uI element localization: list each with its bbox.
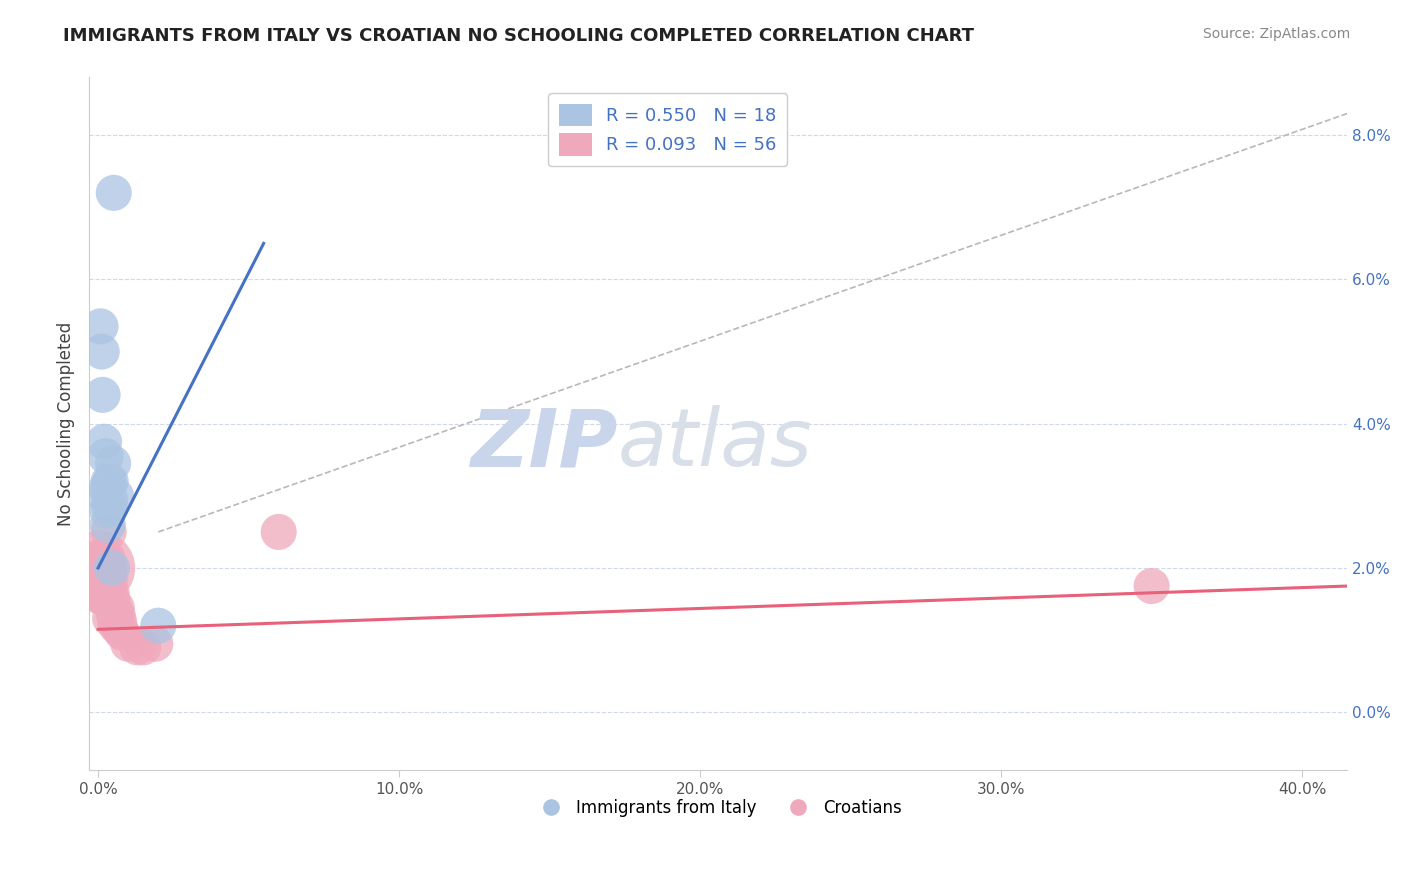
Point	[93, 489, 115, 503]
Point	[96, 582, 118, 597]
Text: Source: ZipAtlas.com: Source: ZipAtlas.com	[1202, 27, 1350, 41]
Point	[89, 550, 111, 565]
Point	[94, 449, 117, 463]
Point	[108, 615, 131, 629]
Point	[90, 344, 112, 359]
Point	[91, 590, 114, 604]
Point	[90, 582, 112, 597]
Point	[101, 457, 124, 471]
Point	[1140, 579, 1163, 593]
Point	[96, 503, 118, 517]
Point	[105, 600, 128, 615]
Point	[89, 561, 111, 575]
Point	[90, 590, 112, 604]
Point	[117, 637, 139, 651]
Point	[89, 575, 111, 590]
Point	[94, 565, 117, 579]
Point	[143, 637, 166, 651]
Point	[91, 561, 114, 575]
Point	[90, 558, 112, 572]
Point	[105, 618, 128, 632]
Point	[89, 579, 111, 593]
Text: IMMIGRANTS FROM ITALY VS CROATIAN NO SCHOOLING COMPLETED CORRELATION CHART: IMMIGRANTS FROM ITALY VS CROATIAN NO SCH…	[63, 27, 974, 45]
Y-axis label: No Schooling Completed: No Schooling Completed	[58, 322, 75, 526]
Point	[132, 640, 155, 655]
Point	[104, 611, 127, 625]
Point	[90, 572, 112, 586]
Point	[100, 586, 122, 600]
Text: ZIP: ZIP	[470, 406, 617, 483]
Point	[97, 579, 120, 593]
Legend: Immigrants from Italy, Croatians: Immigrants from Italy, Croatians	[527, 793, 908, 824]
Point	[94, 586, 117, 600]
Point	[267, 524, 290, 539]
Point	[91, 586, 114, 600]
Point	[96, 572, 118, 586]
Point	[101, 561, 124, 575]
Point	[103, 186, 125, 200]
Point	[91, 565, 114, 579]
Point	[93, 550, 115, 565]
Point	[93, 561, 115, 575]
Point	[89, 554, 111, 568]
Point	[87, 561, 110, 575]
Point	[93, 572, 115, 586]
Point	[98, 572, 121, 586]
Point	[90, 561, 112, 575]
Point	[111, 626, 134, 640]
Point	[89, 565, 111, 579]
Point	[148, 618, 170, 632]
Point	[96, 561, 118, 575]
Point	[93, 579, 115, 593]
Point	[93, 568, 115, 582]
Point	[97, 524, 120, 539]
Point	[101, 604, 124, 618]
Point	[90, 590, 112, 604]
Point	[91, 575, 114, 590]
Point	[93, 554, 115, 568]
Point	[105, 489, 128, 503]
Point	[127, 640, 149, 655]
Point	[107, 607, 129, 622]
Point	[97, 475, 120, 489]
Point	[97, 593, 120, 607]
Point	[101, 593, 124, 607]
Point	[91, 388, 114, 402]
Point	[91, 572, 114, 586]
Point	[97, 517, 120, 532]
Point	[100, 475, 122, 489]
Point	[89, 550, 111, 565]
Point	[93, 434, 115, 449]
Point	[98, 492, 121, 507]
Point	[108, 623, 131, 637]
Text: atlas: atlas	[617, 406, 813, 483]
Point	[89, 319, 111, 334]
Point	[96, 550, 118, 565]
Point	[98, 561, 121, 575]
Point	[98, 611, 121, 625]
Point	[90, 565, 112, 579]
Point	[98, 500, 121, 514]
Point	[94, 575, 117, 590]
Point	[96, 482, 118, 496]
